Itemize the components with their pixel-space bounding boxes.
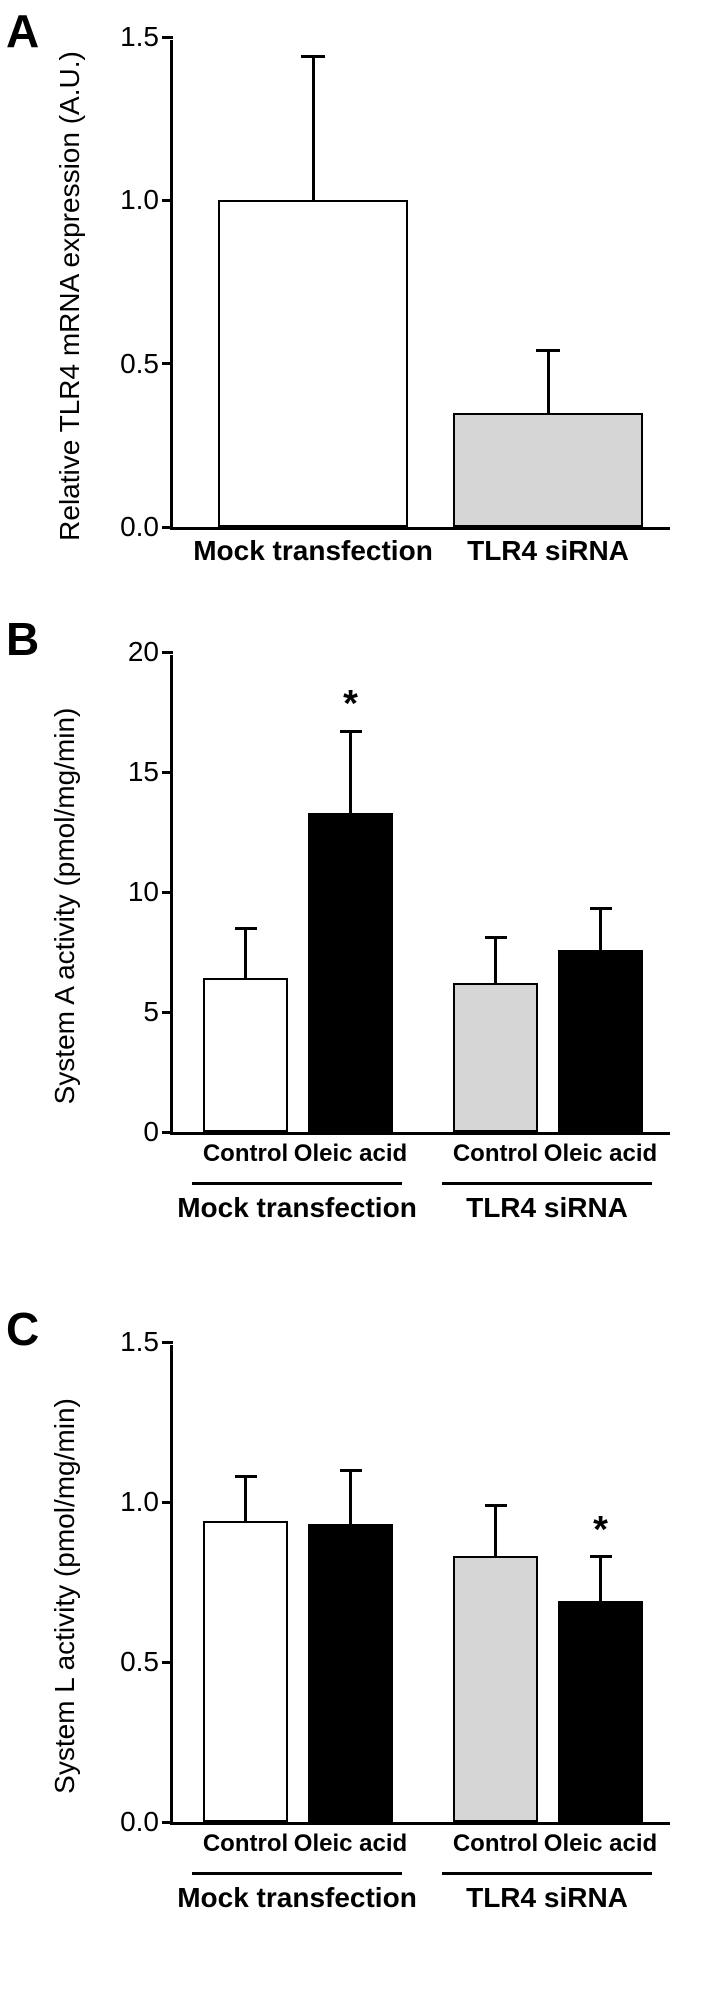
ytick (162, 362, 173, 365)
figure: A Relative TLR4 mRNA expression (A.U.) 0… (0, 0, 707, 1989)
errorbar-cap (235, 927, 257, 930)
ytick-label: 0.5 (120, 348, 159, 380)
errorbar-cap (235, 1475, 257, 1478)
xtick-label: Control (203, 1140, 288, 1168)
ytick (162, 771, 173, 774)
errorbar (349, 731, 352, 813)
xtick-label: Control (453, 1140, 538, 1168)
bar-mock (218, 200, 408, 527)
ytick (162, 1131, 173, 1134)
xtick-label: TLR4 siRNA (467, 535, 629, 567)
panel-c-ylabel: System L activity (pmol/mg/min) (49, 1366, 81, 1826)
errorbar-cap (340, 1469, 362, 1472)
errorbar (349, 1470, 352, 1524)
panel-a-plot: 0.0 0.5 1.0 1.5 Mock transfection TLR4 s… (170, 40, 670, 530)
xtick-label: Mock transfection (193, 535, 433, 567)
ytick (162, 36, 173, 39)
errorbar-cap (590, 907, 612, 910)
errorbar (494, 938, 497, 984)
errorbar (494, 1505, 497, 1556)
ytick (162, 651, 173, 654)
ytick-label: 0.0 (120, 511, 159, 543)
bar-mock-oleic (308, 1524, 393, 1822)
errorbar (312, 57, 315, 201)
panel-b-label: B (6, 612, 39, 666)
panel-b-ylabel: System A activity (pmol/mg/min) (49, 676, 81, 1136)
errorbar (244, 1476, 247, 1521)
ytick-label: 15 (128, 756, 159, 788)
errorbar-cap (340, 730, 362, 733)
bar-mock-control (203, 978, 288, 1132)
ytick (162, 891, 173, 894)
group-line (192, 1872, 402, 1875)
errorbar (599, 1556, 602, 1601)
xtick-label: Oleic acid (294, 1830, 407, 1858)
panel-c-label: C (6, 1302, 39, 1356)
xtick-label: Control (203, 1830, 288, 1858)
ytick (162, 1661, 173, 1664)
bar-sirna-control (453, 983, 538, 1132)
bar-sirna-oleic (558, 950, 643, 1132)
ytick-label: 0 (143, 1116, 159, 1148)
group-label: TLR4 siRNA (466, 1192, 628, 1224)
errorbar (244, 928, 247, 978)
errorbar (547, 351, 550, 413)
ytick (162, 1501, 173, 1504)
panel-b-plot: 0 5 10 15 20 * Control Olei (170, 655, 670, 1135)
xtick-label: Oleic acid (544, 1140, 657, 1168)
errorbar-cap (485, 936, 507, 939)
bar-sirna-control (453, 1556, 538, 1822)
group-line (442, 1182, 652, 1185)
bar-sirna-oleic (558, 1601, 643, 1822)
panel-a-label: A (6, 4, 39, 58)
ytick-label: 1.0 (120, 184, 159, 216)
ytick-label: 1.5 (120, 1326, 159, 1358)
panel-a: A Relative TLR4 mRNA expression (A.U.) 0… (0, 0, 707, 620)
errorbar (599, 909, 602, 950)
errorbar-cap (590, 1555, 612, 1558)
ytick-label: 0.0 (120, 1806, 159, 1838)
ytick-label: 1.0 (120, 1486, 159, 1518)
ytick-label: 0.5 (120, 1646, 159, 1678)
group-label: TLR4 siRNA (466, 1882, 628, 1914)
bar-sirna (453, 413, 643, 527)
ytick (162, 526, 173, 529)
group-line (442, 1872, 652, 1875)
ytick (162, 1341, 173, 1344)
ytick (162, 199, 173, 202)
significance-marker: * (593, 1509, 608, 1552)
ytick-label: 1.5 (120, 21, 159, 53)
errorbar-cap (536, 349, 560, 352)
ytick (162, 1011, 173, 1014)
errorbar-cap (485, 1504, 507, 1507)
ytick-label: 20 (128, 636, 159, 668)
ytick-label: 10 (128, 876, 159, 908)
group-label: Mock transfection (177, 1192, 417, 1224)
xtick-label: Control (453, 1830, 538, 1858)
xtick-label: Oleic acid (294, 1140, 407, 1168)
significance-marker: * (343, 683, 358, 726)
errorbar-cap (301, 55, 325, 58)
panel-c: C System L activity (pmol/mg/min) 0.0 0.… (0, 1310, 707, 1989)
panel-c-plot: 0.0 0.5 1.0 1.5 * Control Oleic acid (170, 1345, 670, 1825)
ytick-label: 5 (143, 996, 159, 1028)
panel-a-ylabel: Relative TLR4 mRNA expression (A.U.) (54, 46, 86, 546)
bar-mock-oleic (308, 813, 393, 1132)
ytick (162, 1821, 173, 1824)
xtick-label: Oleic acid (544, 1830, 657, 1858)
panel-b: B System A activity (pmol/mg/min) 0 5 10… (0, 620, 707, 1310)
bar-mock-control (203, 1521, 288, 1822)
group-line (192, 1182, 402, 1185)
group-label: Mock transfection (177, 1882, 417, 1914)
